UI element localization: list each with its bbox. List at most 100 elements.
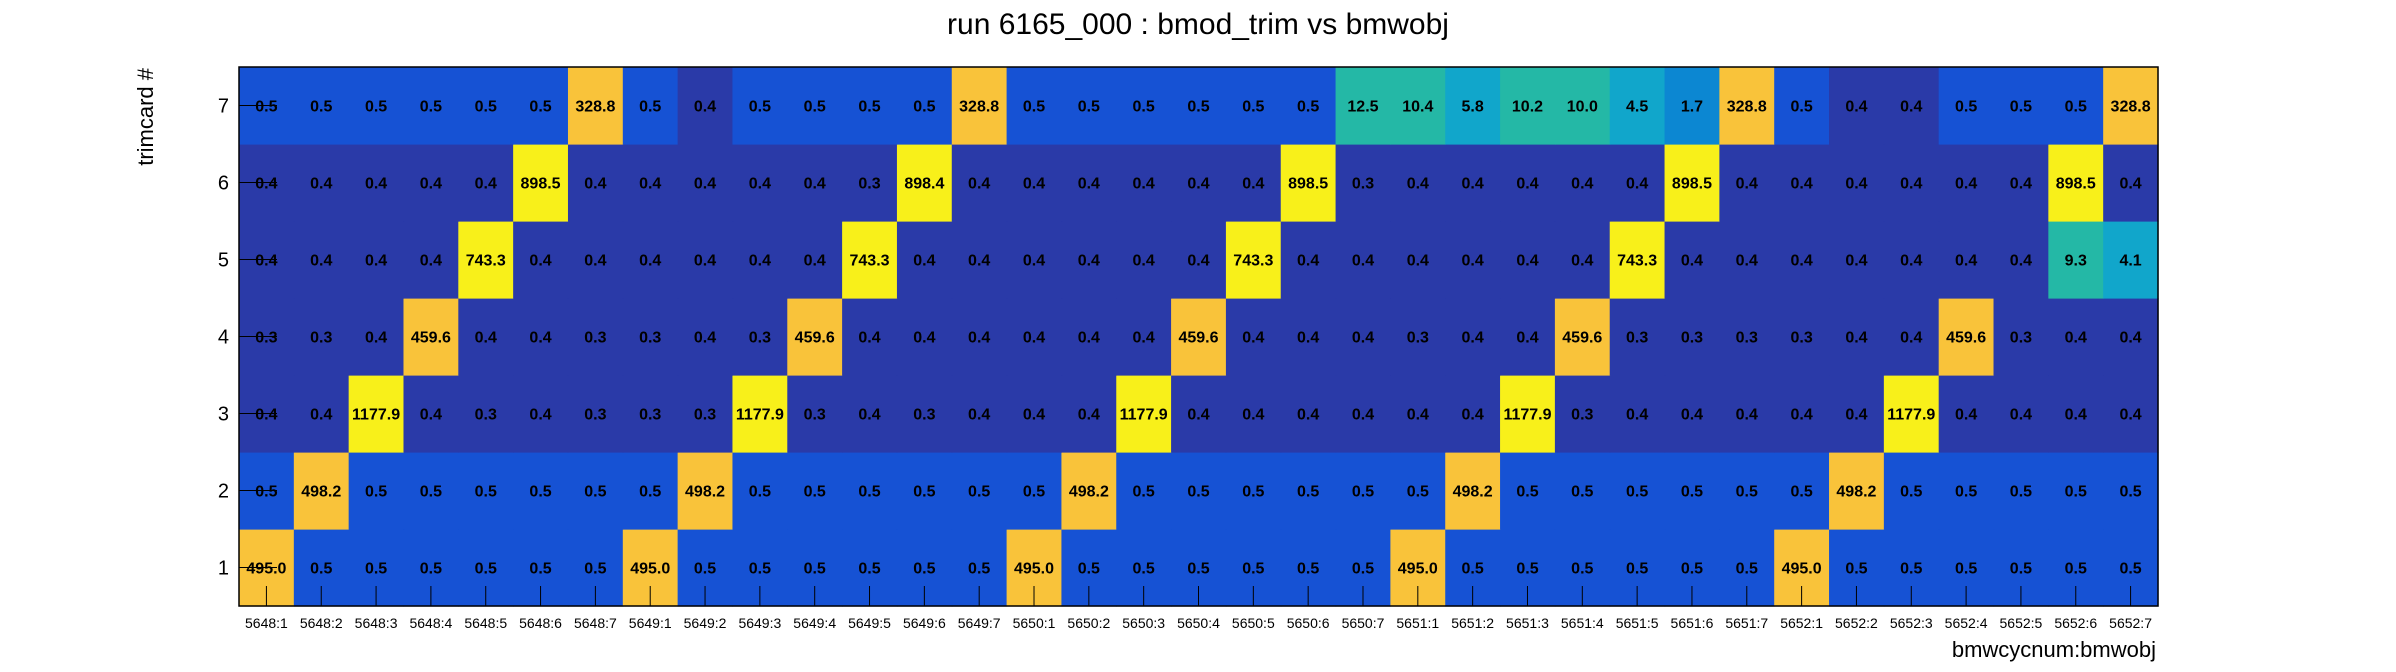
cell-value-label: 0.4 xyxy=(749,176,771,193)
heatmap-cell xyxy=(622,221,679,299)
cell-value-label: 5.8 xyxy=(1462,99,1484,116)
x-tick-label: 5651:4 xyxy=(1561,615,1604,631)
cell-value-label: 743.3 xyxy=(850,253,890,270)
cell-value-label: 0.4 xyxy=(639,176,661,193)
heatmap-cell xyxy=(1993,375,2049,453)
heatmap-cell xyxy=(1664,452,1720,530)
x-tick-label: 5652:7 xyxy=(2109,615,2152,631)
cell-value-label: 0.4 xyxy=(365,330,387,347)
cell-value-label: 10.4 xyxy=(1402,99,1433,116)
heatmap-cell xyxy=(732,452,788,530)
cell-value-label: 459.6 xyxy=(1178,330,1218,347)
heatmap-cell xyxy=(1993,298,2049,376)
heatmap-cell xyxy=(1280,67,1337,145)
heatmap-cell xyxy=(1554,67,1611,145)
heatmap-cell xyxy=(1390,67,1446,145)
cell-value-label: 0.5 xyxy=(858,484,880,501)
x-tick-label: 5650:1 xyxy=(1013,615,1056,631)
heatmap-cell xyxy=(732,144,788,222)
cell-value-label: 459.6 xyxy=(1946,330,1986,347)
heatmap-cell xyxy=(787,67,843,145)
cell-value-label: 0.4 xyxy=(1955,253,1977,270)
cell-value-label: 0.5 xyxy=(1955,484,1977,501)
cell-value-label: 0.4 xyxy=(1133,253,1155,270)
heatmap-cell xyxy=(622,144,679,222)
heatmap-cell xyxy=(1225,221,1282,299)
heatmap-cell xyxy=(567,375,624,453)
heatmap-cell xyxy=(1664,375,1720,453)
heatmap-cell xyxy=(1500,375,1556,453)
cell-value-label: 0.5 xyxy=(1681,561,1703,578)
heatmap-cell xyxy=(1116,298,1172,376)
heatmap-cell xyxy=(1061,298,1117,376)
heatmap-cell xyxy=(1609,375,1666,453)
x-tick-label: 5650:3 xyxy=(1122,615,1165,631)
cell-value-label: 0.4 xyxy=(255,253,277,270)
heatmap-cell xyxy=(2103,221,2159,299)
cell-value-label: 0.5 xyxy=(420,561,442,578)
cell-value-label: 0.3 xyxy=(584,330,606,347)
cell-value-label: 0.4 xyxy=(475,330,497,347)
cell-value-label: 0.3 xyxy=(1352,176,1374,193)
cell-value-label: 0.4 xyxy=(1407,407,1429,424)
cell-value-label: 0.5 xyxy=(804,484,826,501)
cell-value-label: 0.4 xyxy=(1462,176,1484,193)
cell-value-label: 0.5 xyxy=(1187,99,1209,116)
cell-value-label: 0.5 xyxy=(2065,99,2087,116)
cell-value-label: 0.3 xyxy=(1790,330,1812,347)
cell-value-label: 495.0 xyxy=(1398,561,1438,578)
cell-value-label: 0.5 xyxy=(1242,484,1264,501)
cell-value-label: 0.5 xyxy=(1571,561,1593,578)
x-tick-label: 5648:4 xyxy=(409,615,452,631)
cell-value-label: 459.6 xyxy=(795,330,835,347)
cell-value-label: 0.5 xyxy=(255,99,277,116)
cell-value-label: 0.5 xyxy=(1242,561,1264,578)
heatmap-cell xyxy=(622,452,679,530)
heatmap-cell xyxy=(348,375,405,453)
cell-value-label: 0.4 xyxy=(1516,330,1538,347)
cell-value-label: 0.5 xyxy=(913,561,935,578)
heatmap-cell xyxy=(1829,221,1885,299)
heatmap-cell xyxy=(458,298,514,376)
cell-value-label: 0.4 xyxy=(1023,176,1045,193)
heatmap-cell xyxy=(896,144,953,222)
heatmap-cell xyxy=(1500,221,1556,299)
x-tick-label: 5652:4 xyxy=(1945,615,1988,631)
heatmap-cell xyxy=(1554,221,1611,299)
heatmap-cell xyxy=(1719,452,1775,530)
cell-value-label: 898.4 xyxy=(904,176,944,193)
heatmap-cell xyxy=(348,221,405,299)
heatmap-cell xyxy=(567,221,624,299)
cell-value-label: 495.0 xyxy=(630,561,670,578)
heatmap-cell xyxy=(1225,452,1282,530)
cell-value-label: 0.4 xyxy=(1900,99,1922,116)
cell-value-label: 0.5 xyxy=(365,99,387,116)
cell-value-label: 0.4 xyxy=(1242,407,1264,424)
cell-value-label: 459.6 xyxy=(1562,330,1602,347)
cell-value-label: 0.5 xyxy=(1352,484,1374,501)
x-tick-label: 5651:5 xyxy=(1616,615,1659,631)
cell-value-label: 1177.9 xyxy=(352,407,400,424)
x-tick-label: 5652:2 xyxy=(1835,615,1878,631)
cell-value-label: 0.5 xyxy=(365,484,387,501)
cell-value-label: 0.4 xyxy=(584,176,606,193)
heatmap-cell xyxy=(732,375,788,453)
heatmap-cell xyxy=(2048,375,2104,453)
cell-value-label: 0.4 xyxy=(1297,253,1319,270)
heatmap-cell xyxy=(1390,144,1446,222)
cell-value-label: 0.5 xyxy=(529,99,551,116)
cell-value-label: 12.5 xyxy=(1347,99,1378,116)
heatmap-cell xyxy=(951,144,1008,222)
cell-value-label: 0.4 xyxy=(1133,330,1155,347)
x-axis-ticks: 5648:1 5648:2 5648:3 5648:4 5648:5 5648:6 5648… xyxy=(245,586,2152,631)
cell-value-label: 0.4 xyxy=(310,253,332,270)
cell-value-label: 0.4 xyxy=(1462,253,1484,270)
heatmap-cell xyxy=(1280,144,1337,222)
cell-value-label: 0.5 xyxy=(1187,561,1209,578)
heatmap-cell xyxy=(403,221,459,299)
cell-value-label: 743.3 xyxy=(1233,253,1273,270)
cell-value-label: 0.3 xyxy=(1736,330,1758,347)
cell-value-label: 0.5 xyxy=(1845,561,1867,578)
cell-value-label: 0.3 xyxy=(804,407,826,424)
heatmap-cell xyxy=(1500,144,1556,222)
